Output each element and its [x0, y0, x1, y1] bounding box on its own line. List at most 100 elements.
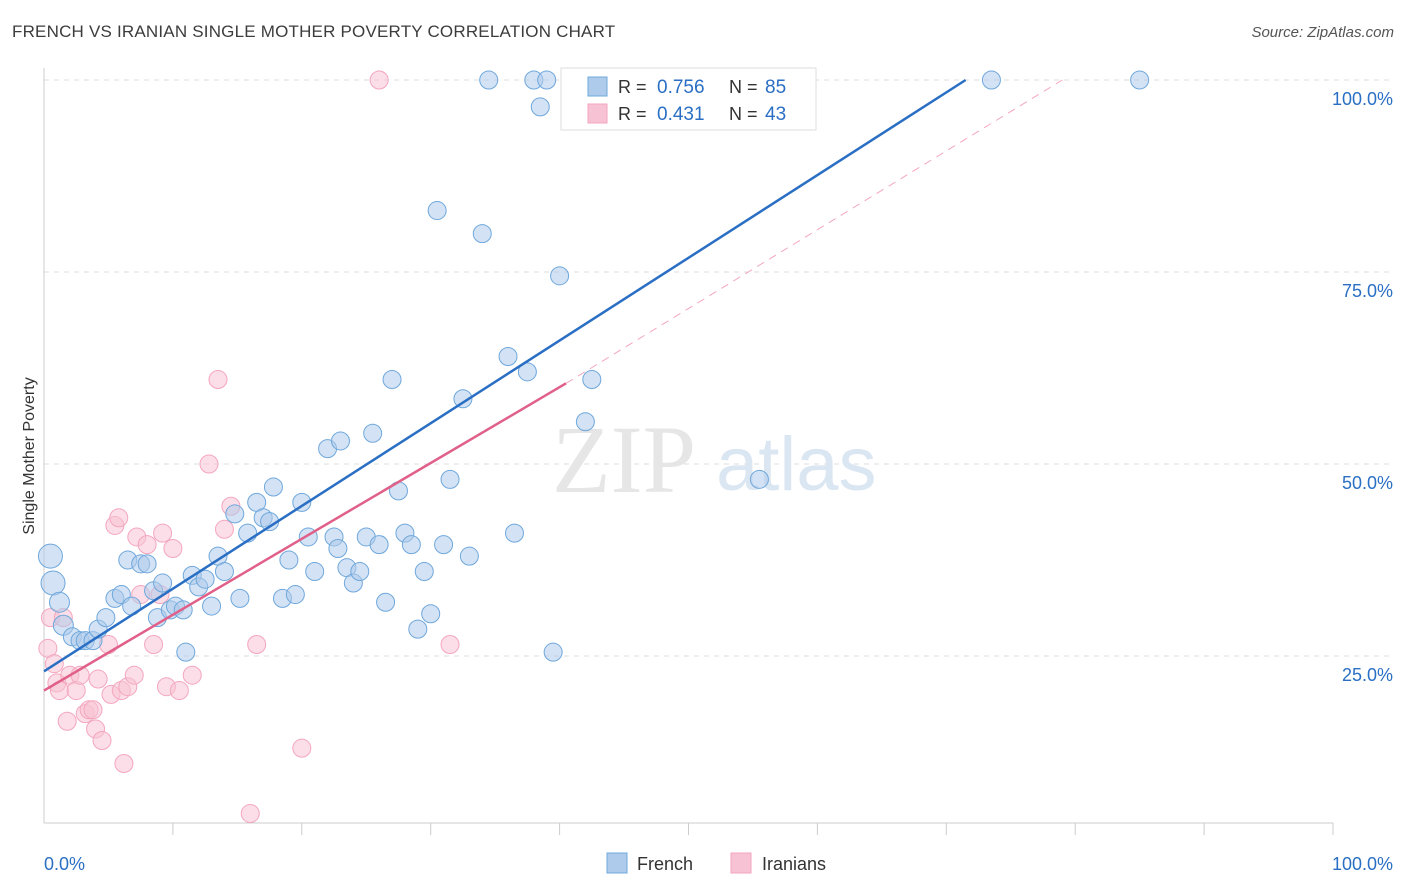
iranians-point-40: [292, 738, 312, 758]
french-point-37: [279, 550, 299, 570]
iranians-point-31: [163, 538, 183, 558]
french-point-61: [434, 535, 454, 555]
french-point-73: [543, 642, 563, 662]
y-tick-label-75: 75.0%: [1342, 281, 1393, 301]
french-point-22: [176, 642, 196, 662]
iranians-point-6: [57, 711, 77, 731]
french-point-79: [981, 70, 1001, 90]
iranians-point-26: [137, 535, 157, 555]
french-trendline: [43, 78, 967, 673]
french-point-68: [504, 523, 524, 543]
iranians-trendline: [43, 382, 567, 692]
french-point-41: [305, 562, 325, 582]
legend-n-value-french: 85: [765, 77, 786, 98]
watermark-atlas: atlas: [716, 422, 877, 507]
y-tick-label-100: 100.0%: [1332, 89, 1393, 109]
iranians-point-23: [124, 665, 144, 685]
french-point-28: [214, 562, 234, 582]
bottom-legend-swatch-iranians: [730, 852, 752, 874]
french-point-72: [537, 70, 557, 90]
bottom-legend-label-french: French: [637, 854, 693, 874]
iranians-point-42: [440, 634, 460, 654]
french-point-64: [459, 546, 479, 566]
iranians-point-19: [109, 508, 129, 528]
iranians-point-33: [182, 665, 202, 685]
watermark: ZIP atlas: [552, 406, 877, 513]
french-point-56: [401, 535, 421, 555]
french-point-66: [479, 70, 499, 90]
french-point-69: [517, 362, 537, 382]
legend-r-label-french: R =: [618, 77, 647, 97]
legend-r-value-french: 0.756: [657, 77, 705, 98]
chart-title: FRENCH VS IRANIAN SINGLE MOTHER POVERTY …: [12, 22, 616, 41]
watermark-zip: ZIP: [552, 406, 696, 513]
iranians-point-35: [208, 370, 228, 390]
french-point-30: [230, 588, 250, 608]
iranians-point-14: [88, 669, 108, 689]
chart-source: Source: ZipAtlas.com: [1251, 24, 1394, 41]
french-point-0: [37, 543, 63, 569]
iranians-point-29: [153, 523, 173, 543]
french-point-9: [96, 608, 116, 628]
french-point-62: [440, 469, 460, 489]
french-point-80: [1130, 70, 1150, 90]
french-point-67: [498, 346, 518, 366]
legend-swatch-iranians: [587, 103, 608, 124]
iranians-point-15: [92, 730, 112, 750]
bottom-legend-label-iranians: Iranians: [762, 854, 826, 874]
french-point-35: [263, 477, 283, 497]
legend-n-value-iranians: 43: [765, 104, 786, 125]
y-axis-title: Single Mother Poverty: [21, 377, 38, 534]
legend: R = 0.756 N = 85 R = 0.431 N = 43: [560, 67, 817, 131]
french-point-51: [369, 535, 389, 555]
french-point-58: [414, 562, 434, 582]
french-point-44: [328, 538, 348, 558]
french-point-52: [376, 592, 396, 612]
iranians-point-38: [240, 803, 260, 823]
french-point-29: [225, 504, 245, 524]
french-point-78: [749, 469, 769, 489]
french-point-59: [421, 604, 441, 624]
french-point-2: [48, 591, 70, 613]
french-point-18: [153, 573, 173, 593]
iranians-point-27: [144, 634, 164, 654]
iranians-point-34: [199, 454, 219, 474]
iranians-point-21: [114, 754, 134, 774]
x-tick-label-min: 0.0%: [44, 854, 85, 874]
trendlines: [43, 78, 1063, 692]
french-point-1: [40, 570, 66, 596]
french-point-26: [202, 596, 222, 616]
french-point-38: [285, 585, 305, 605]
iranians-point-39: [247, 634, 267, 654]
french-point-50: [363, 423, 383, 443]
french-point-39: [292, 492, 312, 512]
legend-swatch-french: [587, 76, 608, 97]
x-tick-labels: 0.0% 100.0%: [44, 854, 1393, 874]
french-point-45: [330, 431, 350, 451]
iranians-point-36: [214, 519, 234, 539]
french-point-65: [472, 224, 492, 244]
french-point-75: [575, 412, 595, 432]
french-points: [37, 70, 1150, 662]
x-tick-label-max: 100.0%: [1332, 854, 1393, 874]
legend-n-label-iranians: N =: [729, 104, 758, 124]
y-tick-label-50: 50.0%: [1342, 473, 1393, 493]
y-tick-labels: 25.0% 50.0% 75.0% 100.0%: [1332, 89, 1393, 685]
french-point-76: [582, 370, 602, 390]
bottom-legend: French Iranians: [606, 852, 826, 874]
legend-n-label-french: N =: [729, 77, 758, 97]
french-point-15: [137, 554, 157, 574]
bottom-legend-swatch-french: [606, 852, 628, 874]
french-point-74: [550, 266, 570, 286]
french-point-63: [453, 389, 473, 409]
legend-r-value-iranians: 0.431: [657, 104, 705, 125]
gridlines: [44, 79, 1393, 657]
french-point-60: [427, 201, 447, 221]
french-point-25: [195, 569, 215, 589]
french-point-53: [382, 370, 402, 390]
french-point-48: [350, 562, 370, 582]
axes: [43, 68, 1334, 835]
iranians-point-32: [169, 681, 189, 701]
french-point-71: [530, 97, 550, 117]
